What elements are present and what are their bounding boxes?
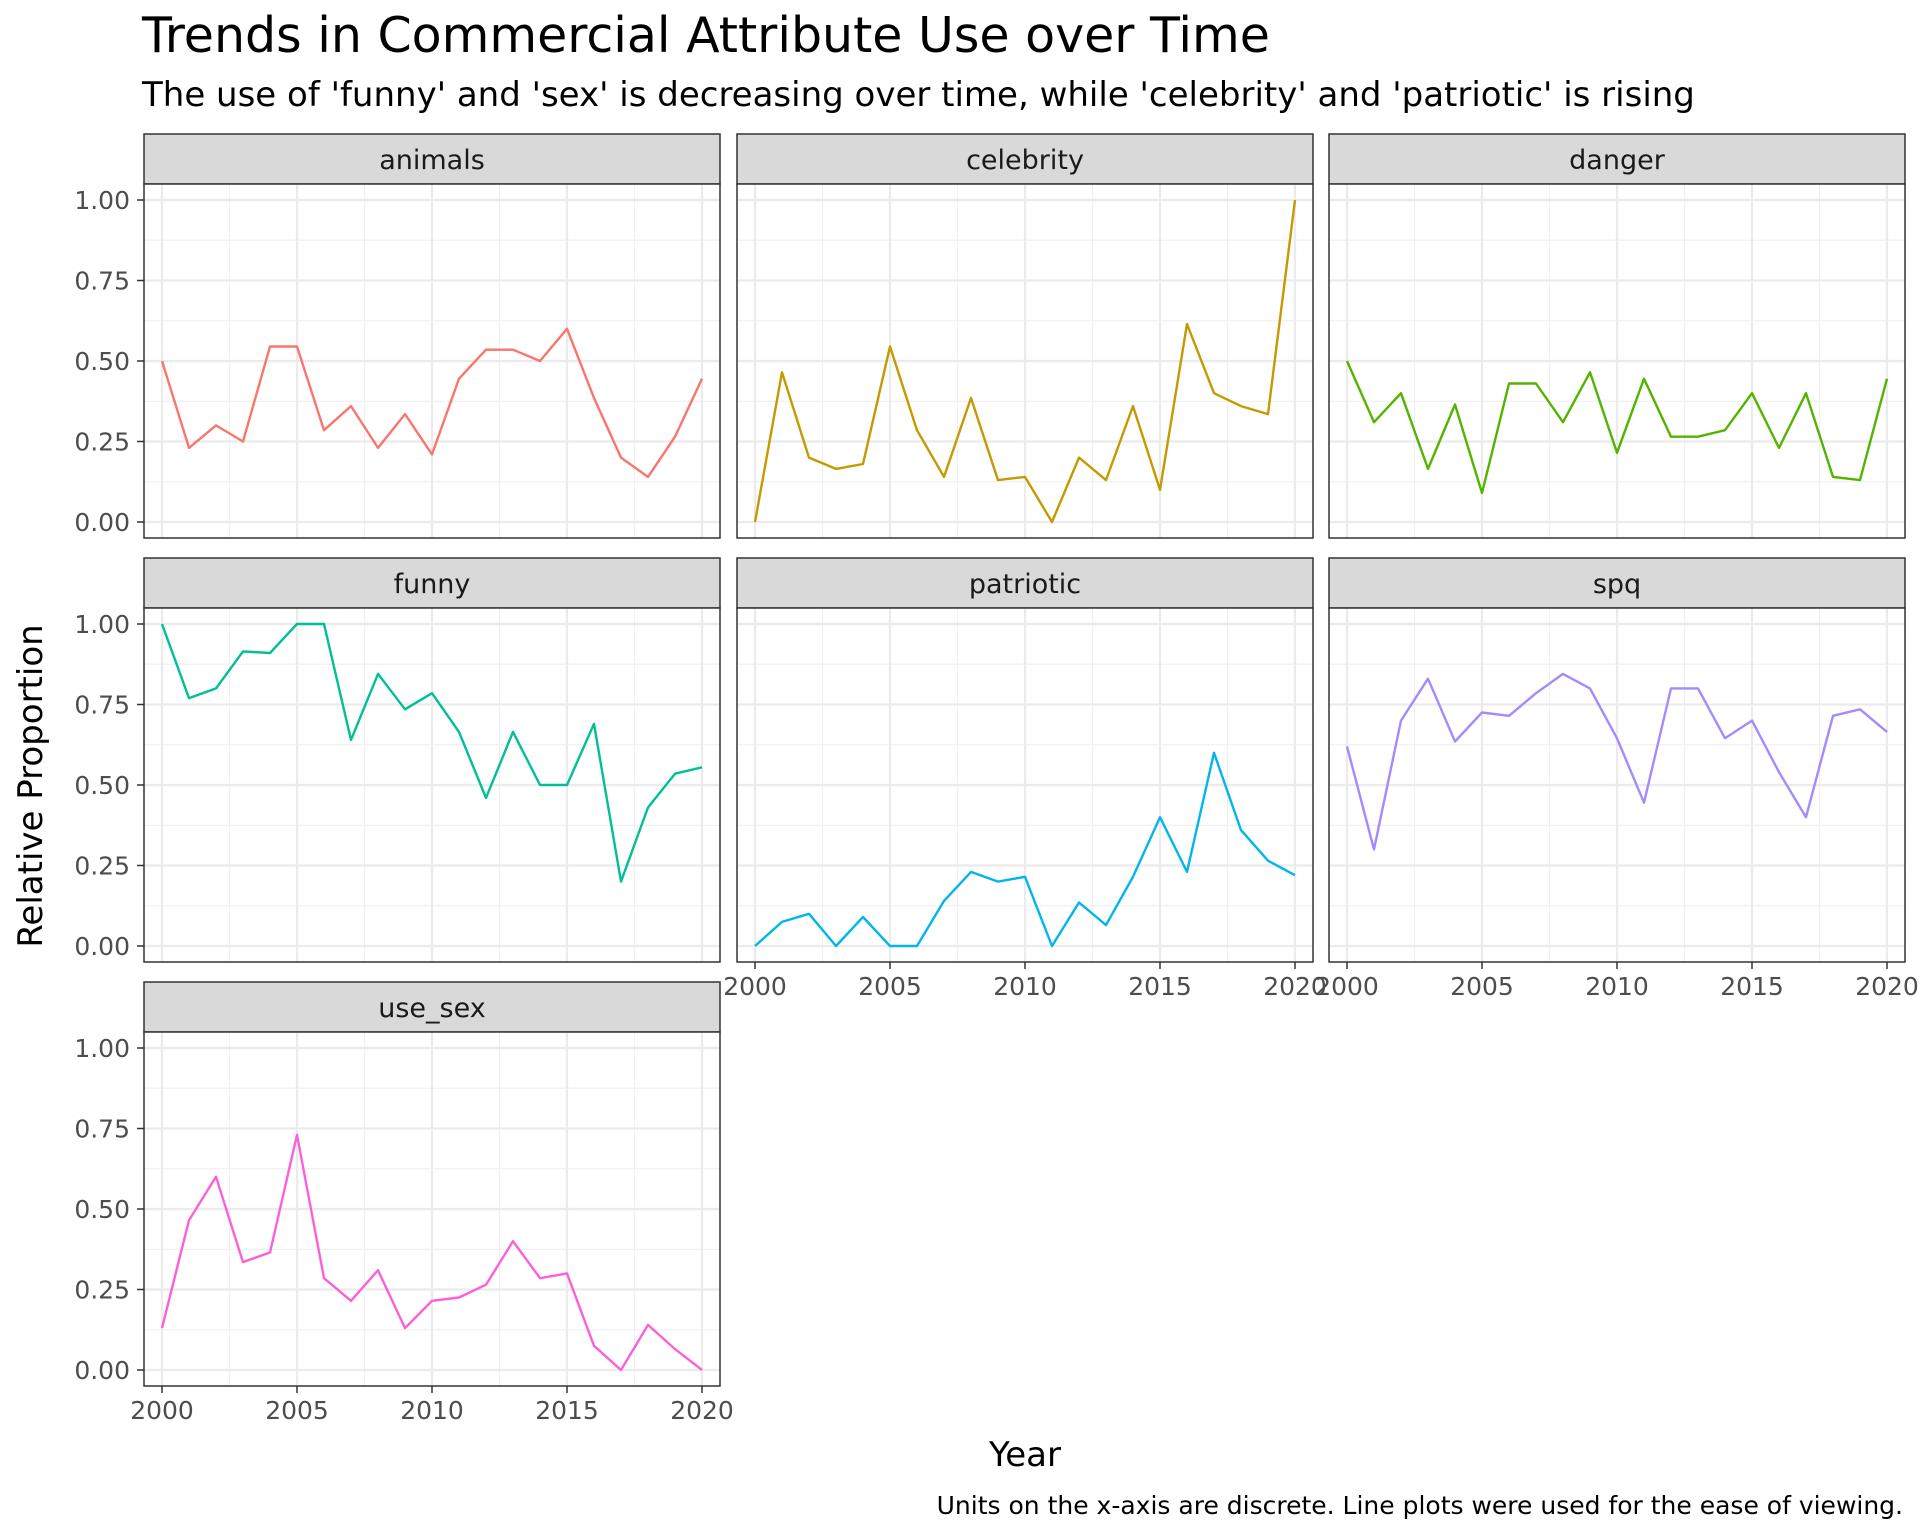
x-tick-label: 2005 — [265, 1396, 329, 1425]
facet-strip-label: funny — [394, 569, 471, 600]
series-line-use_sex — [160, 1133, 703, 1372]
x-tick-label: 2010 — [993, 972, 1057, 1001]
facet-strip — [143, 133, 721, 185]
x-axis-title: Year — [988, 1435, 1061, 1475]
x-tick-label: 2010 — [400, 1396, 464, 1425]
panel-border — [736, 183, 1314, 539]
facet-strip-label: animals — [379, 145, 485, 176]
y-tick-label: 0.50 — [74, 347, 130, 376]
x-tick-label: 2005 — [858, 972, 922, 1001]
x-tick-label: 2015 — [1720, 972, 1784, 1001]
facet-panel-animals: animals 0.00 0.25 0.50 0.75 1.00 — [74, 133, 721, 539]
facet-strip-label: danger — [1569, 145, 1666, 176]
y-tick-label: 0.50 — [74, 1195, 130, 1224]
series-line-spq — [1345, 672, 1888, 851]
facet-panel-funny: funny 0.00 0.25 0.50 0.75 1.00 — [74, 557, 721, 963]
y-tick-label: 0.00 — [74, 508, 130, 537]
facet-strip — [1328, 557, 1906, 609]
facet-strip — [736, 133, 1314, 185]
x-tick-label: 2010 — [1585, 972, 1649, 1001]
chart-subtitle: The use of 'funny' and 'sex' is decreasi… — [141, 75, 1695, 115]
x-tick-label: 2000 — [723, 972, 787, 1001]
facet-panels: animals 0.00 0.25 0.50 0.75 1.00 celebrity dang… — [74, 133, 1919, 1425]
x-tick-label: 2015 — [1128, 972, 1192, 1001]
x-tick-label: 2000 — [130, 1396, 194, 1425]
facet-panel-patriotic: patriotic 2000 2005 2010 2015 2020 — [723, 557, 1327, 1001]
y-tick-label: 0.00 — [74, 1356, 130, 1385]
x-tick-label: 2020 — [670, 1396, 734, 1425]
facet-panel-use_sex: use_sex 0.00 0.25 0.50 0.75 1.00 2000 2005 2010 2… — [74, 981, 734, 1425]
y-tick-label: 0.75 — [74, 691, 130, 720]
chart-title: Trends in Commercial Attribute Use over … — [141, 7, 1270, 64]
x-tick-label: 2015 — [535, 1396, 599, 1425]
facet-strip-label: patriotic — [969, 569, 1081, 600]
x-tick-label: 2000 — [1315, 972, 1379, 1001]
series-line-celebrity — [753, 199, 1297, 524]
y-tick-label: 0.00 — [74, 932, 130, 961]
facet-strip — [1328, 133, 1906, 185]
y-tick-label: 0.25 — [74, 1276, 130, 1305]
facet-strip-label: celebrity — [966, 145, 1084, 176]
y-tick-label: 1.00 — [74, 186, 130, 215]
chart-caption: Units on the x-axis are discrete. Line p… — [937, 1491, 1903, 1520]
facet-panel-danger: danger — [1328, 133, 1906, 539]
y-tick-label: 0.25 — [74, 428, 130, 457]
series-line-danger — [1345, 360, 1889, 495]
series-line-funny — [160, 622, 703, 883]
y-tick-label: 0.50 — [74, 771, 130, 800]
y-tick-label: 0.25 — [74, 852, 130, 881]
y-tick-label: 1.00 — [74, 1034, 130, 1063]
x-tick-label: 2020 — [1855, 972, 1919, 1001]
panel-border — [1328, 183, 1906, 539]
facet-strip-label: use_sex — [378, 993, 485, 1024]
facet-panel-celebrity: celebrity — [736, 133, 1314, 539]
y-axis-title: Relative Proportion — [11, 624, 51, 947]
y-tick-label: 1.00 — [74, 610, 130, 639]
x-tick-label: 2020 — [1263, 972, 1327, 1001]
facet-panel-spq: spq 2000 2005 2010 2015 2020 — [1315, 557, 1919, 1001]
y-tick-label: 0.75 — [74, 267, 130, 296]
series-line-patriotic — [754, 751, 1296, 948]
facet-strip — [736, 557, 1314, 609]
facet-strip-label: spq — [1593, 569, 1641, 600]
x-tick-label: 2005 — [1450, 972, 1514, 1001]
series-line-animals — [160, 327, 704, 479]
facet-strip — [143, 981, 721, 1033]
facet-strip — [143, 557, 721, 609]
y-tick-label: 0.75 — [74, 1115, 130, 1144]
